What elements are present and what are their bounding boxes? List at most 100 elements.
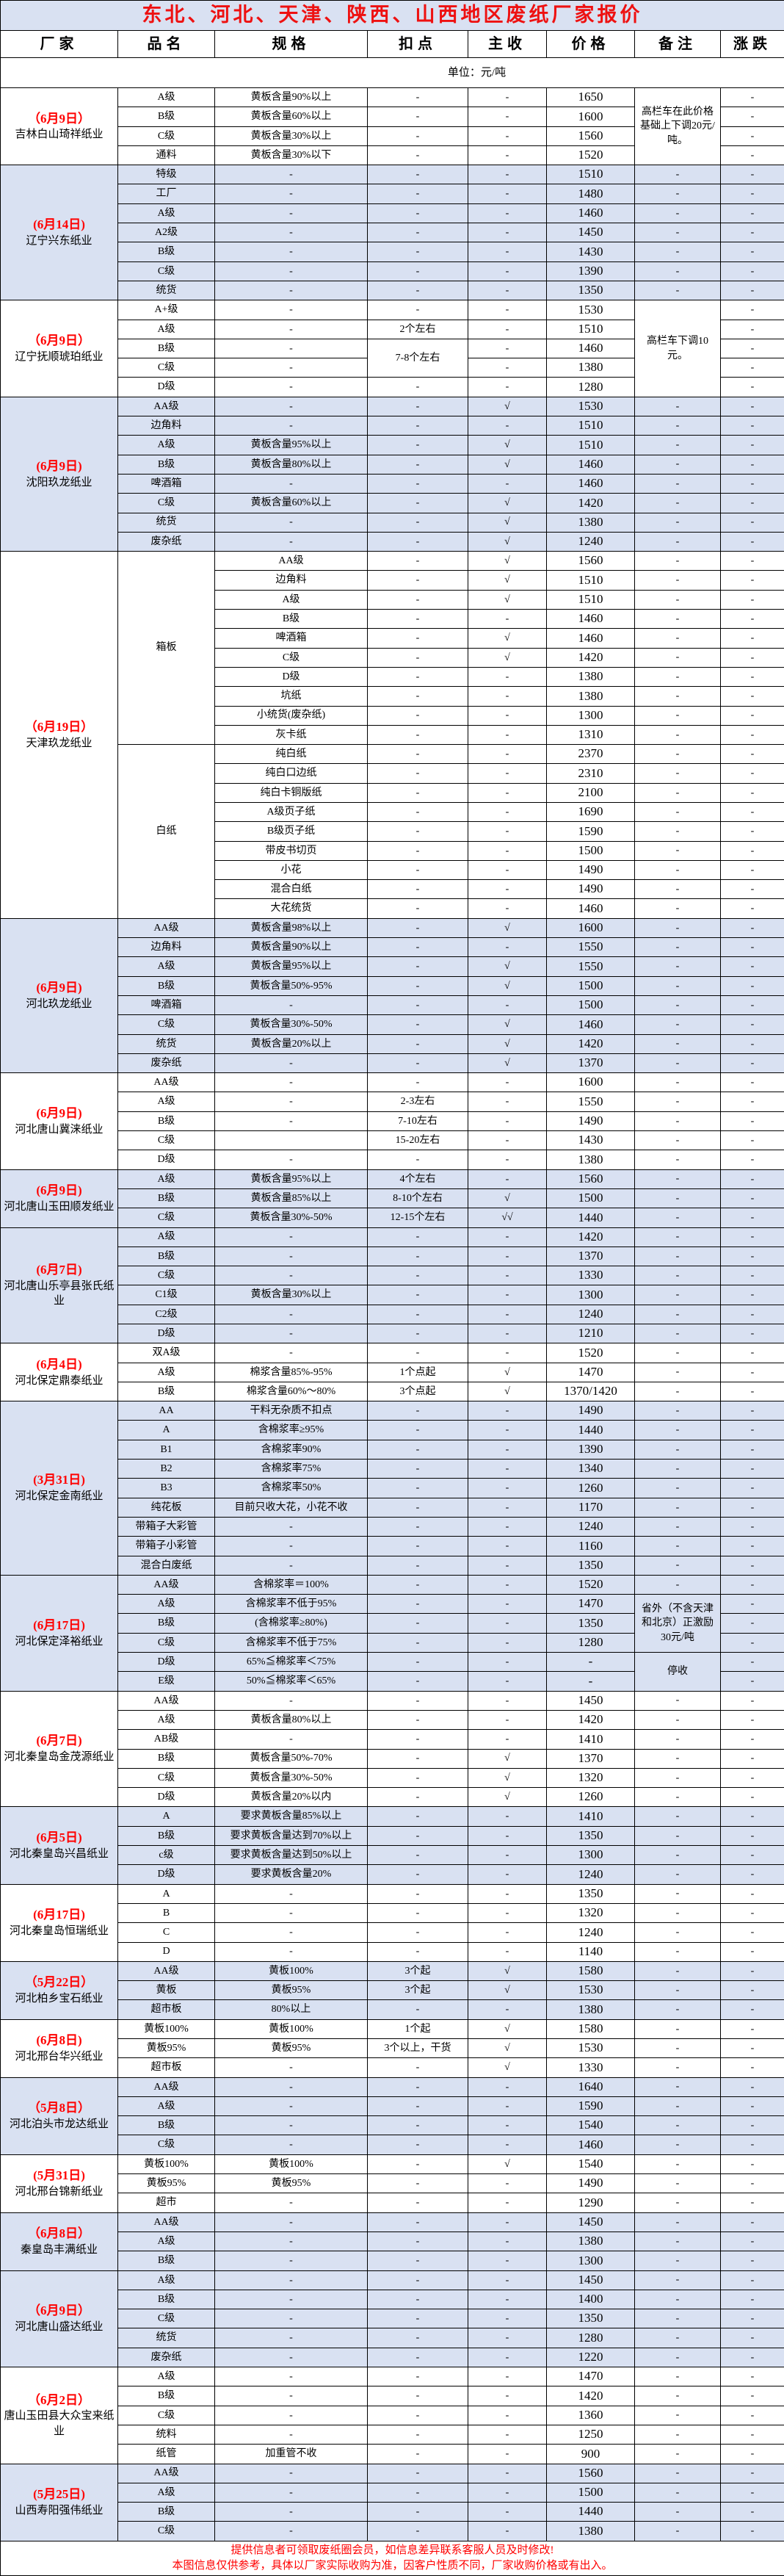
product-name-cell: 啤酒箱	[118, 995, 215, 1014]
remark-cell: -	[635, 918, 721, 937]
remark-cell: -	[635, 610, 721, 629]
remark-cell: -	[635, 1440, 721, 1459]
deduction-cell: -	[368, 2232, 468, 2251]
product-name-cell: A级	[118, 2232, 215, 2251]
price-cell: 1500	[547, 1188, 635, 1208]
product-name-cell: B级	[118, 1749, 215, 1768]
deduction-cell: -	[368, 860, 468, 879]
remark-cell: -	[635, 2232, 721, 2251]
product-name-cell: B级	[118, 976, 215, 995]
deduction-cell: -	[368, 2328, 468, 2348]
change-cell: -	[721, 2232, 784, 2251]
change-cell: -	[721, 1614, 784, 1633]
table-row: C级---1380--	[1, 2522, 784, 2541]
deduction-cell: -	[368, 610, 468, 629]
price-cell: 1240	[547, 1305, 635, 1324]
product-name-cell: A	[118, 1807, 215, 1826]
spec-cell: -	[215, 2212, 368, 2232]
main-purchase-cell: -	[468, 261, 547, 281]
deduction-cell: 7-10左右	[368, 1111, 468, 1130]
price-cell: 1240	[547, 1923, 635, 1942]
remark-cell: -	[635, 976, 721, 995]
change-cell: -	[721, 976, 784, 995]
remark-cell: -	[635, 2000, 721, 2019]
spec-cell: 80%以上	[215, 2000, 368, 2019]
remark-cell: -	[635, 571, 721, 590]
company-name: 河北邢台锦新纸业	[15, 2186, 103, 2198]
deduction-cell: -	[368, 513, 468, 532]
table-row: 纯花板目前只收大花，小花不收--1170--	[1, 1498, 784, 1517]
table-row: C级---1460--	[1, 2135, 784, 2154]
deduction-cell: -	[368, 957, 468, 976]
remark-cell: -	[635, 1015, 721, 1034]
main-purchase-cell: √	[468, 1015, 547, 1034]
product-name-cell: D级	[118, 1865, 215, 1884]
price-cell: 1410	[547, 1730, 635, 1749]
spec-cell: A级	[215, 590, 368, 609]
spec-cell: 黄板含量60%以上	[215, 494, 368, 513]
deduction-cell: -	[368, 107, 468, 126]
product-name-cell: AA级	[118, 397, 215, 416]
spec-cell: 大花统货	[215, 899, 368, 918]
remark-cell: -	[635, 1111, 721, 1130]
spec-cell: -	[215, 2309, 368, 2328]
spec-cell: 黄板95%	[215, 1981, 368, 2000]
deduction-cell: -	[368, 2251, 468, 2270]
remark-cell: 省外（不含天津和北京）正激励30元/吨	[635, 1595, 721, 1653]
company-cell: (6月5日)河北秦皇岛兴昌纸业	[1, 1807, 118, 1884]
deduction-cell: -	[368, 1053, 468, 1072]
main-purchase-cell: √	[468, 1382, 547, 1401]
product-name-cell: B级	[118, 339, 215, 358]
footer-line-2: 本图信息仅供参考，具体以厂家实际收购为准，因客户性质不同，厂家收购价格或有出入。	[2, 2558, 783, 2573]
spec-cell: -	[215, 203, 368, 223]
update-date: (6月9日)	[4, 1105, 115, 1122]
main-purchase-cell: -	[468, 1111, 547, 1130]
table-row: B级黄板含量80%以上-√1460--	[1, 455, 784, 474]
change-cell: -	[721, 107, 784, 126]
change-cell: -	[721, 1807, 784, 1826]
unit-row: 单位：元/吨	[1, 58, 784, 88]
deduction-cell: -	[368, 2464, 468, 2483]
spec-cell: 啤酒箱	[215, 629, 368, 648]
product-name-cell: C级	[118, 1266, 215, 1285]
spec-cell: 黄板含量30%-50%	[215, 1015, 368, 1034]
remark-cell: -	[635, 1788, 721, 1807]
table-row: A级棉浆含量85%-95%1个点起√1470--	[1, 1363, 784, 1382]
company-name: 河北邢台华兴纸业	[15, 2051, 103, 2063]
remark-cell: -	[635, 184, 721, 203]
update-date: (6月17日)	[4, 1617, 115, 1634]
main-purchase-cell: √	[468, 2154, 547, 2173]
remark-cell: -	[635, 783, 721, 802]
company-cell: (6月7日)河北唐山乐亭县张氏纸业	[1, 1227, 118, 1343]
change-cell: -	[721, 2386, 784, 2406]
remark-cell: -	[635, 2077, 721, 2096]
product-name-cell: D级	[118, 1150, 215, 1169]
main-purchase-cell: -	[468, 1884, 547, 1903]
main-purchase-cell: -	[468, 1537, 547, 1556]
change-cell: -	[721, 2096, 784, 2115]
deduction-cell: 8-10个左右	[368, 1188, 468, 1208]
change-cell: -	[721, 571, 784, 590]
main-purchase-cell: -	[468, 706, 547, 725]
main-purchase-cell: -	[468, 2483, 547, 2502]
main-purchase-cell: -	[468, 764, 547, 783]
table-row: 统货---1280--	[1, 2328, 784, 2348]
change-cell: -	[721, 1749, 784, 1768]
product-name-cell: 箱板	[118, 552, 215, 745]
deduction-cell: -	[368, 1556, 468, 1575]
product-name-cell: A级	[118, 2270, 215, 2290]
change-cell: -	[721, 320, 784, 339]
table-row: 黄板95%黄板95%3个以上，干货√1530--	[1, 2038, 784, 2057]
price-cell: 1380	[547, 687, 635, 706]
spec-cell: 含棉浆率不低于75%	[215, 1633, 368, 1652]
spec-cell: -	[215, 2290, 368, 2309]
change-cell: -	[721, 184, 784, 203]
spec-cell: 黄板含量30%-50%	[215, 1768, 368, 1787]
product-name-cell: 混合白废纸	[118, 1556, 215, 1575]
product-name-cell: A级	[118, 1227, 215, 1246]
deduction-cell: -	[368, 2425, 468, 2444]
spec-cell: -	[215, 2522, 368, 2541]
price-cell: 1420	[547, 494, 635, 513]
